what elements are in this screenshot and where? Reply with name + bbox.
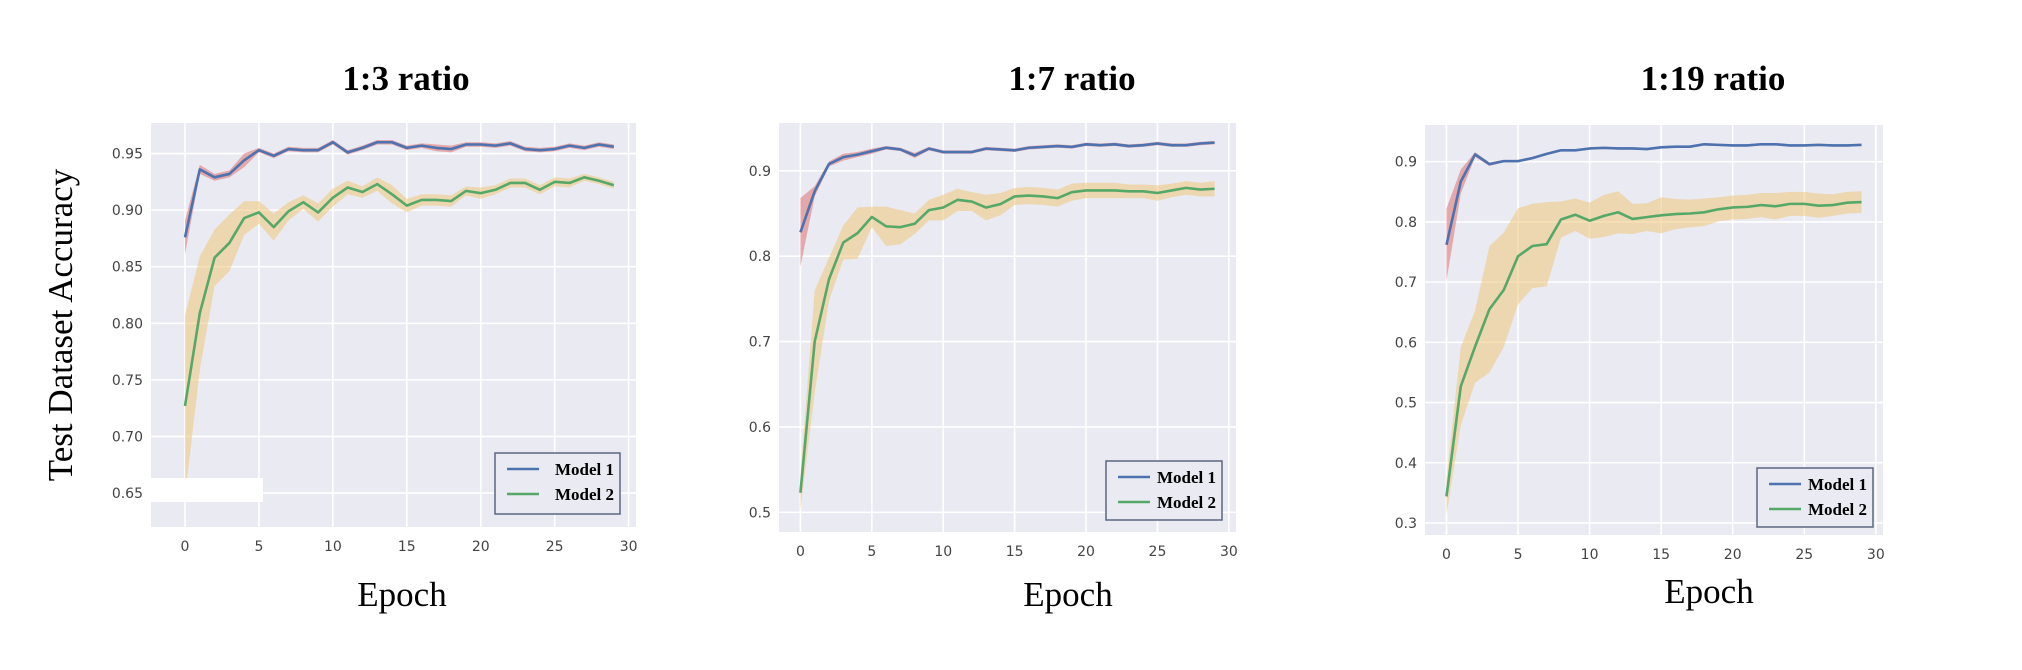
y-tick-label: 0.5: [1395, 396, 1417, 412]
y-axis-label: Test Dataset Accuracy: [41, 168, 80, 481]
x-tick-label: 10: [1581, 547, 1599, 563]
legend-label: Model 1: [555, 460, 614, 479]
y-tick-label: 0.75: [112, 373, 143, 389]
x-tick-label: 20: [1077, 544, 1095, 560]
legend: Model 1 Model 2: [1105, 460, 1223, 521]
x-tick-label: 5: [254, 539, 263, 555]
x-tick-label: 15: [1652, 547, 1670, 563]
x-tick-label: 25: [546, 539, 564, 555]
chart-title: 1:3 ratio: [342, 59, 469, 98]
x-tick-label: 15: [1006, 544, 1024, 560]
y-tick-label: 0.7: [1395, 275, 1417, 291]
x-tick-label: 0: [181, 539, 190, 555]
y-tick-label: 0.4: [1395, 456, 1417, 472]
chart-title: 1:19 ratio: [1641, 59, 1786, 98]
legend-label: Model 1: [1157, 468, 1216, 487]
x-tick-label: 15: [398, 539, 416, 555]
y-tick-label: 0.90: [112, 203, 143, 219]
series-line-model-2: [799, 186, 1215, 493]
confidence-band-2: [1446, 191, 1862, 515]
y-tick-label: 0.3: [1395, 516, 1417, 532]
y-tick-label: 0.9: [1395, 155, 1417, 171]
y-tick-label: 0.65: [112, 486, 143, 502]
legend-label: Model 2: [1808, 500, 1867, 519]
series-line-model-1: [1445, 142, 1862, 246]
y-tick-label: 0.8: [1395, 215, 1417, 231]
white-patch: [151, 478, 263, 502]
x-tick-label: 10: [934, 544, 952, 560]
x-tick-label: 0: [1442, 547, 1451, 563]
legend-box: [1756, 467, 1874, 528]
chart-title: 1:7 ratio: [1008, 59, 1135, 98]
y-tick-label: 0.85: [112, 260, 143, 276]
x-tick-label: 20: [472, 539, 490, 555]
x-tick-label: 5: [867, 544, 876, 560]
x-tick-label: 0: [796, 544, 805, 560]
series-line-model-2: [183, 176, 615, 407]
legend-box: [1105, 460, 1223, 521]
legend-label: Model 2: [555, 485, 614, 504]
legend-label: Model 1: [1808, 475, 1867, 494]
legend-label: Model 2: [1157, 493, 1216, 512]
subplot-3: 0 5 10 15 20 25 30 0.3 0.4 0.5 0.6 0.7 0.8 0.9 Model 1…: [1395, 59, 1885, 611]
x-tick-label: 30: [1867, 547, 1885, 563]
y-tick-label: 0.7: [749, 335, 771, 351]
legend: Model 1 Model 2: [494, 452, 621, 515]
x-tick-label: 25: [1795, 547, 1813, 563]
series-line-model-2: [1445, 200, 1862, 497]
subplot-1: 0 5 10 15 20 25 30 0.65 0.70 0.75 0.80 0.85 0.90 0.95…: [112, 59, 638, 614]
x-tick-label: 5: [1514, 547, 1523, 563]
y-tick-label: 0.80: [112, 316, 143, 332]
series-line-model-1: [799, 141, 1215, 233]
x-tick-label: 10: [324, 539, 342, 555]
x-tick-label: 30: [1220, 544, 1238, 560]
y-tick-label: 0.9: [749, 164, 771, 180]
legend-box: [494, 452, 621, 515]
y-tick-label: 0.6: [749, 420, 771, 436]
x-tick-label: 25: [1149, 544, 1167, 560]
y-tick-label: 0.70: [112, 429, 143, 445]
x-axis-label: Epoch: [1664, 572, 1754, 611]
y-tick-label: 0.5: [749, 505, 771, 521]
legend: Model 1 Model 2: [1756, 467, 1874, 528]
x-tick-label: 20: [1724, 547, 1742, 563]
y-tick-label: 0.8: [749, 249, 771, 265]
x-axis-label: Epoch: [1023, 575, 1113, 614]
y-tick-label: 0.6: [1395, 335, 1417, 351]
x-tick-label: 30: [620, 539, 638, 555]
series-line-model-1: [183, 140, 615, 238]
x-axis-label: Epoch: [357, 575, 447, 614]
y-tick-label: 0.95: [112, 147, 143, 163]
